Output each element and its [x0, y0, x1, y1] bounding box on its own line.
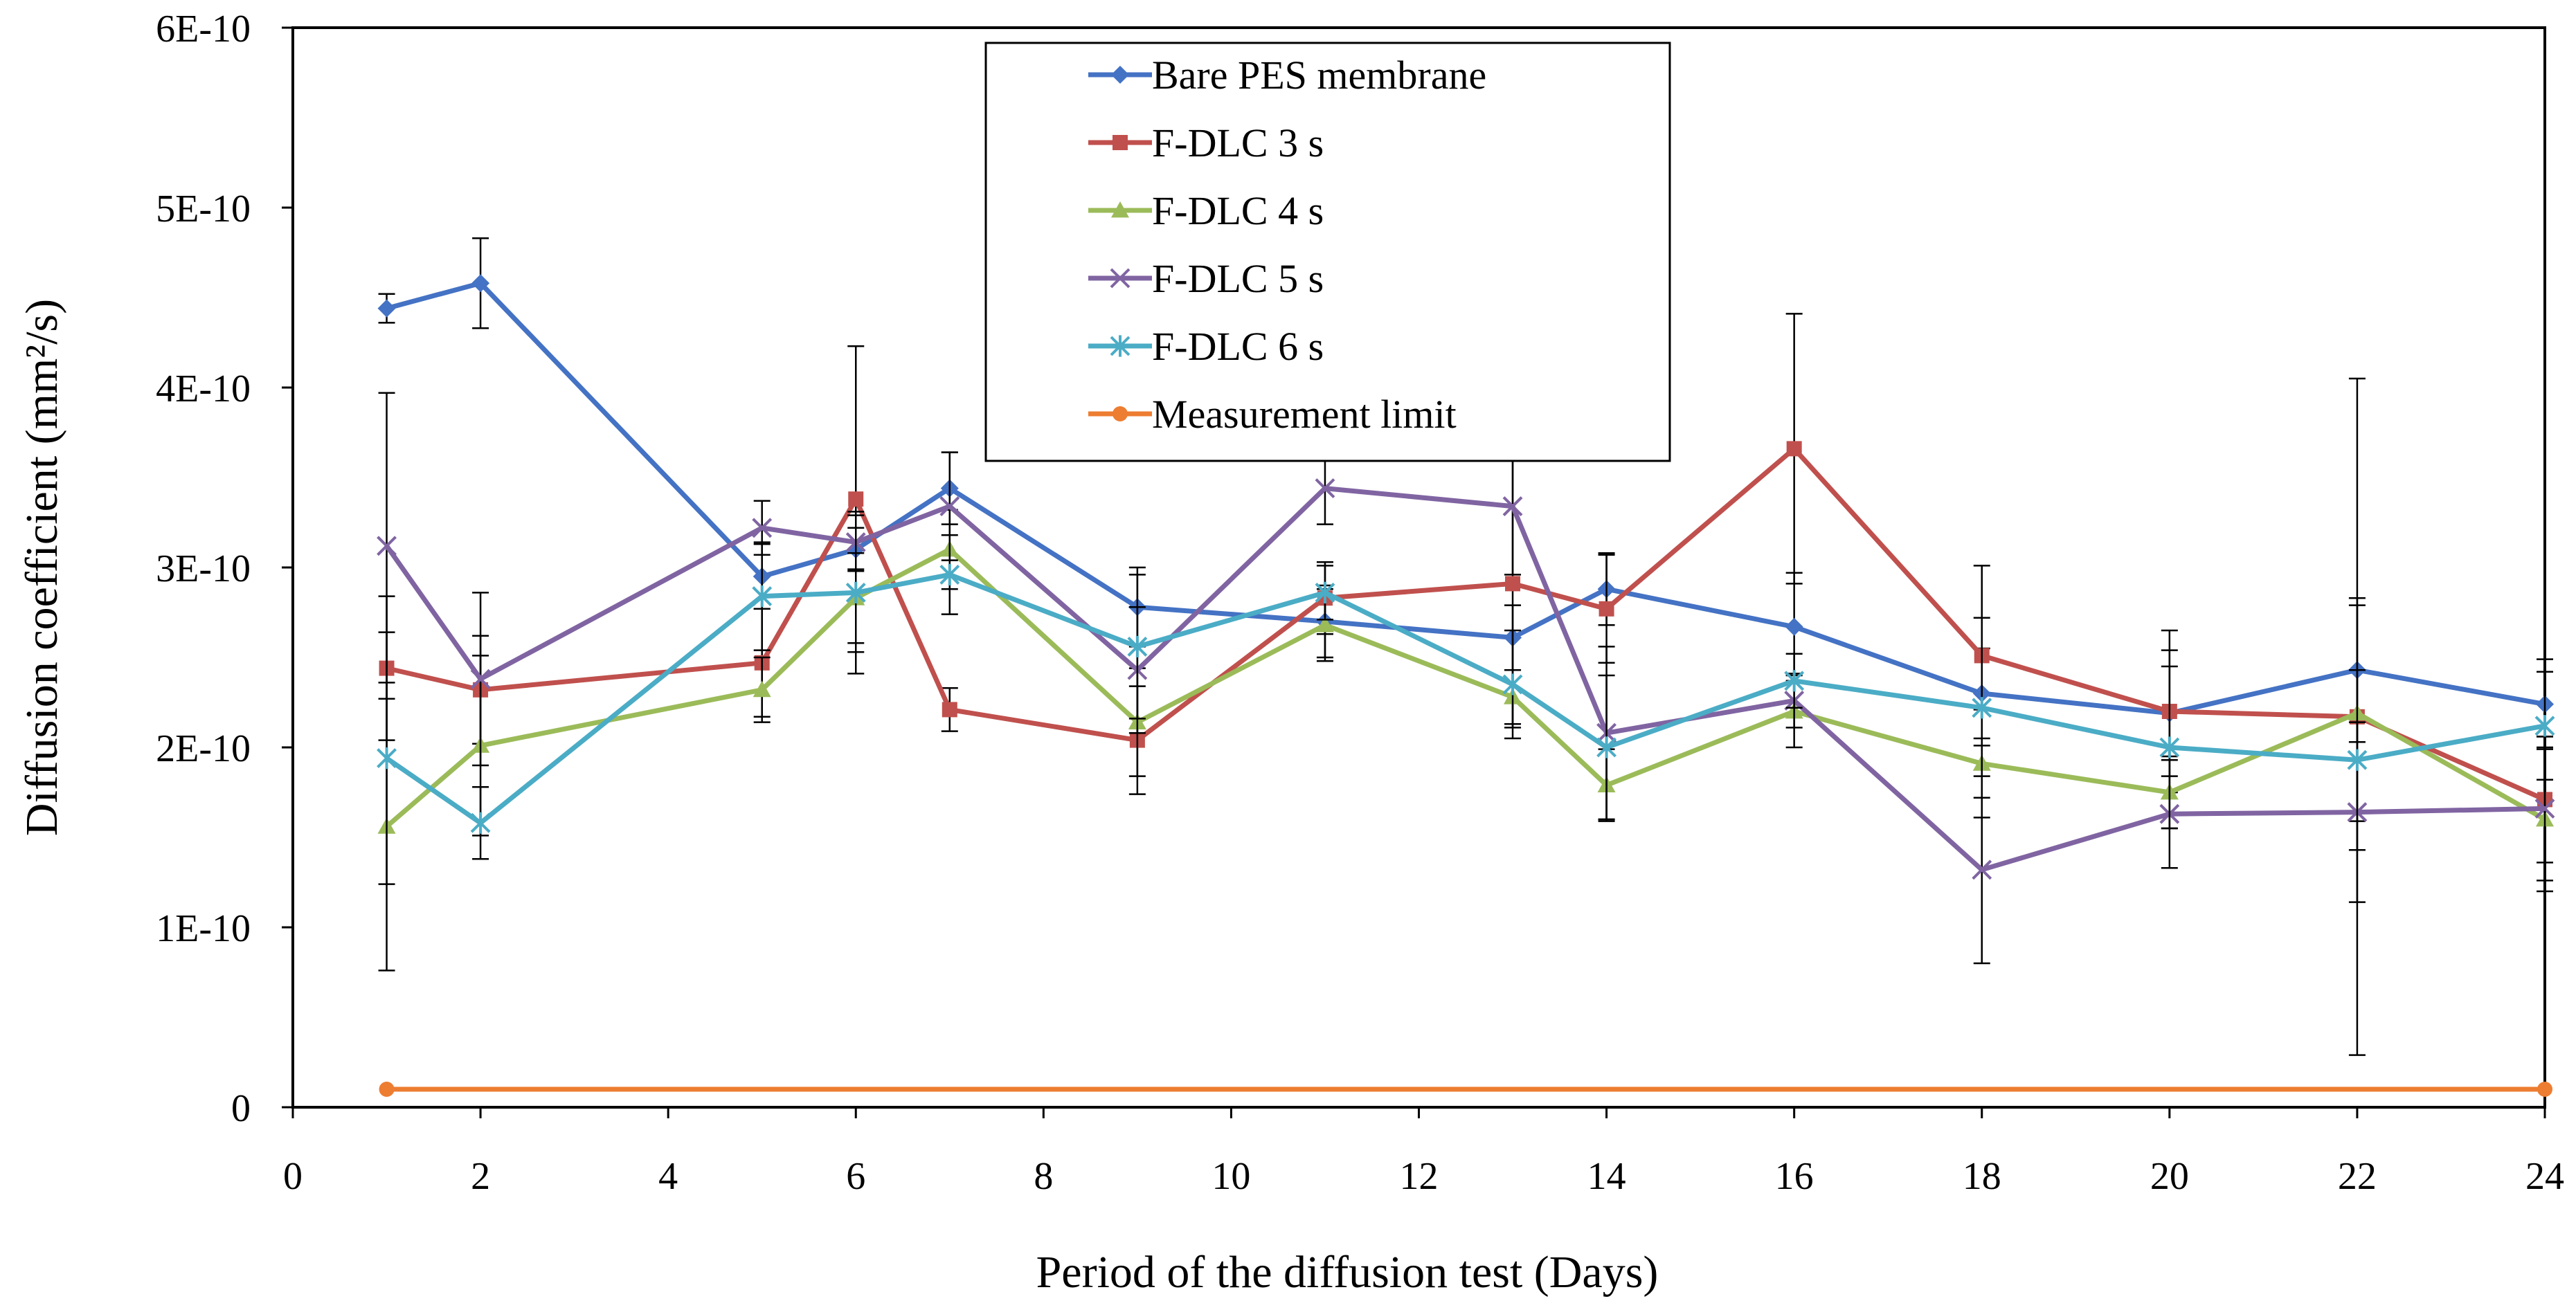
- data-point: [848, 491, 864, 507]
- data-point: [1596, 736, 1616, 758]
- legend-marker: [1113, 406, 1128, 421]
- x-tick-label: 22: [2338, 1155, 2377, 1198]
- legend-label: F-DLC 4 s: [1152, 188, 1324, 233]
- series-measurement-limit: [379, 1082, 2552, 1097]
- legend-label: Bare PES membrane: [1152, 53, 1486, 98]
- x-tick-label: 18: [1963, 1155, 2001, 1198]
- data-point: [942, 702, 957, 718]
- legend-entry-f-dlc-6-s: F-DLC 6 s: [1088, 324, 1324, 369]
- data-point: [1502, 496, 1523, 517]
- series-f-dlc-4-s: [377, 509, 2554, 972]
- data-point: [939, 496, 960, 517]
- legend-marker: [1110, 268, 1131, 289]
- data-point: [1315, 478, 1335, 499]
- x-axis-label: Period of the diffusion test (Days): [1036, 1247, 1659, 1298]
- x-tick-label: 0: [283, 1155, 303, 1198]
- legend-entry-f-dlc-4-s: F-DLC 4 s: [1088, 188, 1324, 233]
- y-tick-label: 0: [231, 1087, 251, 1130]
- data-point: [1598, 601, 1614, 617]
- legend-entry-f-dlc-5-s: F-DLC 5 s: [1088, 256, 1324, 301]
- x-tick-label: 10: [1212, 1155, 1250, 1198]
- y-tick-label: 4E-10: [156, 367, 251, 410]
- x-tick-label: 20: [2150, 1155, 2189, 1198]
- y-tick-label: 1E-10: [156, 907, 251, 950]
- legend-label: F-DLC 5 s: [1152, 256, 1324, 301]
- series-line: [385, 547, 2546, 829]
- data-point: [1972, 697, 1992, 719]
- data-point: [1315, 616, 1334, 633]
- data-point: [1502, 673, 1523, 695]
- series-line: [386, 446, 2546, 802]
- legend-marker: [1111, 201, 1129, 218]
- data-point: [379, 1082, 395, 1097]
- legend-box: [984, 42, 1671, 462]
- series-line: [386, 280, 2546, 716]
- series-line: [385, 572, 2546, 826]
- x-tick-label: 2: [471, 1155, 490, 1198]
- legend-entry-measurement-limit: Measurement limit: [1088, 392, 1457, 437]
- data-point: [1972, 859, 1992, 880]
- data-point: [2159, 736, 2180, 758]
- data-point: [470, 668, 491, 689]
- data-point: [1786, 441, 1802, 457]
- series-f-dlc-6-s: [377, 511, 2555, 885]
- y-axis-label: Diffusion coefficient (mm²/s): [17, 299, 67, 836]
- x-tick-label: 8: [1034, 1155, 1053, 1198]
- data-point: [752, 585, 773, 608]
- y-tick-label: 2E-10: [156, 727, 251, 770]
- legend-entry-bare-pes-membrane: Bare PES membrane: [1088, 53, 1486, 98]
- data-point: [753, 680, 771, 698]
- legend-label: Measurement limit: [1152, 392, 1457, 437]
- data-point: [1784, 670, 1805, 692]
- legend-marker: [1111, 66, 1129, 84]
- x-tick-label: 24: [2525, 1155, 2564, 1198]
- data-point: [1127, 635, 1148, 657]
- y-tick-label: 6E-10: [156, 8, 251, 51]
- legend-marker: [1113, 135, 1128, 150]
- data-point: [2534, 798, 2555, 819]
- data-point: [2347, 749, 2368, 771]
- data-point: [2534, 715, 2555, 737]
- x-tick-label: 6: [846, 1155, 865, 1198]
- x-tick-label: 4: [658, 1155, 678, 1198]
- data-point: [1785, 617, 1803, 636]
- data-point: [845, 581, 866, 603]
- x-tick-label: 12: [1400, 1155, 1439, 1198]
- x-tick-label: 16: [1775, 1155, 1814, 1198]
- data-point: [470, 812, 491, 834]
- legend-label: F-DLC 6 s: [1152, 324, 1324, 369]
- series-line: [384, 486, 2546, 873]
- legend-label: F-DLC 3 s: [1152, 120, 1324, 165]
- x-tick-label: 14: [1587, 1155, 1626, 1198]
- data-point: [1505, 576, 1521, 592]
- legend-marker: [1110, 335, 1131, 357]
- data-point: [2537, 1082, 2552, 1097]
- data-point: [1315, 581, 1335, 603]
- data-point: [377, 747, 397, 770]
- data-point: [939, 563, 960, 585]
- data-point: [377, 536, 397, 556]
- data-point: [377, 299, 396, 318]
- legend-entry-f-dlc-3-s: F-DLC 3 s: [1088, 120, 1324, 165]
- data-point: [752, 518, 773, 538]
- y-tick-label: 3E-10: [156, 547, 251, 590]
- y-tick-label: 5E-10: [156, 188, 251, 230]
- data-point: [471, 274, 490, 293]
